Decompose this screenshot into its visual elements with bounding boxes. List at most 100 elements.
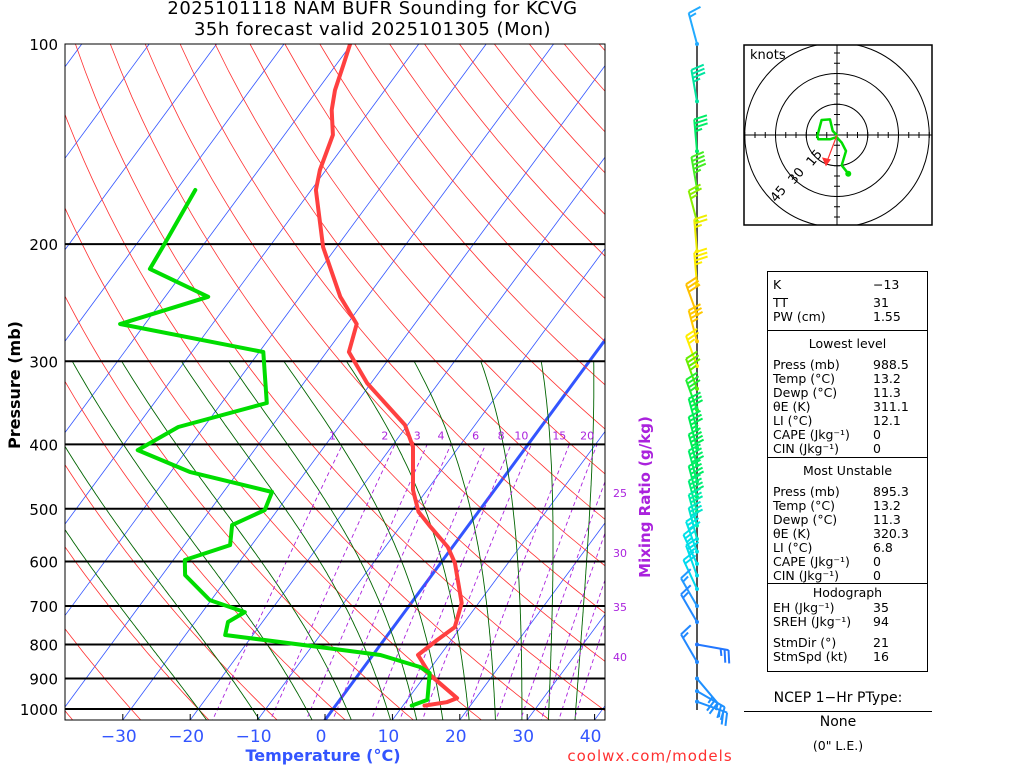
mixing-ratio-label: 8 xyxy=(498,429,505,442)
index-label: StmSpd (kt) xyxy=(773,649,848,664)
index-label: LI (°C) xyxy=(773,540,813,555)
index-row: Press (mb) 895.3 xyxy=(768,485,927,499)
ptype-label: NCEP 1−Hr PType: xyxy=(773,690,903,706)
index-label: CAPE (Jkg⁻¹) xyxy=(773,427,850,442)
index-label: Dewp (°C) xyxy=(773,385,838,400)
mixing-ratio-label: 3 xyxy=(414,429,421,442)
dry-adiabat xyxy=(214,44,605,520)
moist-adiabat xyxy=(574,361,595,720)
index-value: 11.3 xyxy=(873,385,901,400)
moist-adiabat xyxy=(228,361,418,720)
moist-adiabat xyxy=(71,361,313,720)
wind-barb xyxy=(693,214,708,254)
index-row: SREH (Jkg⁻¹) 94 xyxy=(768,615,927,629)
temperature-tick-label: 30 xyxy=(512,727,534,747)
index-row: PW (cm) 1.55 xyxy=(768,310,927,324)
mixing-ratio-line xyxy=(399,444,512,720)
wind-barb xyxy=(680,584,699,625)
isotherm xyxy=(189,156,605,720)
wind-barb xyxy=(685,513,701,554)
moist-adiabat xyxy=(540,361,554,720)
index-label: CAPE (Jkg⁻¹) xyxy=(773,554,850,569)
index-row: Press (mb) 988.5 xyxy=(768,358,927,372)
index-row: Temp (°C) 13.2 xyxy=(768,499,927,513)
profiles xyxy=(118,44,464,708)
index-row: K −13 xyxy=(768,278,927,292)
index-value: 0 xyxy=(873,441,881,456)
temperature-tick-label: −10 xyxy=(236,727,272,747)
index-value: 31 xyxy=(873,295,889,310)
mixing-ratio-line xyxy=(558,578,605,720)
isotherm xyxy=(65,44,420,525)
wind-barb xyxy=(687,443,705,484)
mixing-ratio-label: 6 xyxy=(472,429,479,442)
index-value: 0 xyxy=(873,568,881,583)
moist-adiabat xyxy=(121,361,352,720)
mixing-ratio-label: 30 xyxy=(613,547,627,560)
index-label: K xyxy=(773,277,782,292)
temperature-tick-label: 40 xyxy=(580,727,602,747)
index-value: 895.3 xyxy=(873,484,909,499)
wind-barb xyxy=(685,276,701,317)
credit-link[interactable]: coolwx.com/models xyxy=(567,747,732,765)
chart-subtitle: 35h forecast valid 2025101305 (Mon) xyxy=(193,19,552,40)
index-label: CIN (Jkg⁻¹) xyxy=(773,568,839,583)
index-value: 11.3 xyxy=(873,512,901,527)
index-row: TT 31 xyxy=(768,296,927,310)
wind-barb xyxy=(687,500,704,541)
pressure-tick-label: 700 xyxy=(29,598,58,616)
index-label: θE (K) xyxy=(773,526,811,541)
ptype-divider xyxy=(744,711,932,712)
mixing-ratio-label: 35 xyxy=(613,601,627,614)
mixing-ratio-line xyxy=(421,444,532,720)
index-row: EH (Jkg⁻¹) 35 xyxy=(768,601,927,615)
dry-adiabat xyxy=(65,463,278,720)
dry-adiabat xyxy=(65,295,414,720)
index-value: 988.5 xyxy=(873,357,909,372)
index-value: 0 xyxy=(873,554,881,569)
index-label: PW (cm) xyxy=(773,309,826,324)
mixing-ratio-label: 2 xyxy=(381,429,388,442)
dry-adiabat xyxy=(65,380,346,720)
temperature-tick-label: 10 xyxy=(378,727,400,747)
ptype-amount: (0" L.E.) xyxy=(812,738,864,753)
lowest-level-section: Lowest level Press (mb) 988.5 Temp (°C) 13.… xyxy=(768,336,927,456)
index-row: Dewp (°C) 11.3 xyxy=(768,513,927,527)
index-row: LI (°C) 12.1 xyxy=(768,414,927,428)
dry-adiabat xyxy=(75,44,605,712)
wind-barb xyxy=(687,5,701,46)
wind-barb xyxy=(695,699,729,726)
wind-barb xyxy=(682,525,699,566)
index-label: TT xyxy=(773,295,789,310)
mixing-ratio-line xyxy=(464,444,570,720)
pressure-tick-label: 400 xyxy=(29,436,58,454)
index-label: Press (mb) xyxy=(773,357,840,372)
hodograph-unit-label: knots xyxy=(750,48,786,63)
moist-adiabat xyxy=(181,361,391,720)
wind-barb xyxy=(685,537,700,578)
indices-panel: K −13 TT 31 PW (cm) 1.55 Lowest level Press… xyxy=(767,271,928,672)
isobars: 100 200 300 400 500 600 700 800 900 1000 xyxy=(20,36,605,719)
mixing-ratio-line xyxy=(540,531,605,720)
index-value: 0 xyxy=(873,427,881,442)
plot-frame xyxy=(64,43,606,721)
index-row: Dewp (°C) 11.3 xyxy=(768,386,927,400)
pressure-tick-label: 800 xyxy=(29,637,58,655)
index-row: StmDir (°) 21 xyxy=(768,636,927,650)
wind-barbs xyxy=(680,5,731,726)
index-row: Temp (°C) 13.2 xyxy=(768,372,927,386)
index-value: 6.8 xyxy=(873,540,893,555)
section-header: Most Unstable xyxy=(802,463,893,478)
isotherm xyxy=(65,44,217,251)
wind-barb xyxy=(687,183,703,224)
pressure-tick-label: 100 xyxy=(29,36,58,54)
dry-adiabat xyxy=(65,113,551,720)
y-axis-title: Pressure (mb) xyxy=(5,321,24,449)
pressure-tick-label: 600 xyxy=(29,553,58,571)
isotherm xyxy=(391,430,605,720)
index-label: SREH (Jkg⁻¹) xyxy=(773,614,852,629)
wind-barb xyxy=(687,303,704,344)
isotherm xyxy=(65,44,487,617)
